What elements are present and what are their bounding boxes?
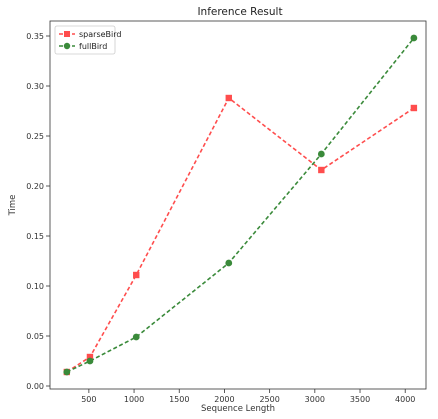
y-axis-label: Time — [8, 195, 18, 217]
chart-title: Inference Result — [197, 6, 282, 18]
y-tick-label: 0.35 — [26, 32, 44, 41]
series-fullBird — [63, 34, 418, 376]
legend-marker — [63, 42, 71, 50]
data-point-fullBird — [317, 150, 325, 158]
y-tick-label: 0.25 — [26, 132, 44, 141]
data-point-fullBird — [63, 368, 71, 376]
x-axis-ticks: 500 1000 1500 2000 2500 3000 3500 4000 — [81, 389, 415, 404]
x-tick-label: 2000 — [214, 395, 234, 404]
x-tick-label: 500 — [81, 395, 96, 404]
x-tick-label: 4000 — [395, 395, 415, 404]
legend-item-sparseBird: sparseBird — [59, 30, 121, 39]
x-axis-label: Sequence Length — [201, 404, 275, 414]
data-point-sparseBird — [318, 166, 325, 174]
legend-label: sparseBird — [79, 30, 121, 39]
legend-marker — [64, 31, 70, 37]
x-tick-label: 2500 — [259, 395, 279, 404]
x-tick-label: 3000 — [305, 395, 325, 404]
data-point-fullBird — [132, 333, 140, 341]
y-tick-label: 0.00 — [26, 382, 44, 391]
x-tick-label: 1000 — [124, 395, 144, 404]
y-axis-ticks: 0.00 0.05 0.10 0.15 0.20 0.25 0.30 0.35 — [26, 32, 50, 391]
data-point-sparseBird — [86, 353, 94, 361]
plot-area — [49, 20, 427, 390]
legend: sparseBird fullBird — [54, 25, 121, 55]
y-tick-label: 0.15 — [26, 232, 44, 241]
data-point-sparseBird — [133, 271, 140, 279]
y-tick-label: 0.10 — [26, 282, 44, 291]
y-tick-label: 0.30 — [26, 82, 44, 91]
legend-item-fullBird: fullBird — [59, 42, 107, 51]
x-tick-label: 3500 — [350, 395, 370, 404]
y-tick-label: 0.05 — [26, 332, 44, 341]
data-point-fullBird — [410, 34, 418, 42]
series-layer — [63, 34, 418, 376]
data-point-fullBird — [86, 357, 94, 365]
data-point-sparseBird — [225, 94, 232, 102]
data-point-sparseBird — [410, 104, 418, 112]
legend-label: fullBird — [79, 42, 107, 51]
y-tick-label: 0.20 — [26, 182, 44, 191]
data-point-fullBird — [225, 259, 233, 267]
series-line-fullBird — [66, 37, 415, 373]
x-tick-label: 1500 — [169, 395, 189, 404]
series-line-sparseBird — [66, 96, 415, 373]
